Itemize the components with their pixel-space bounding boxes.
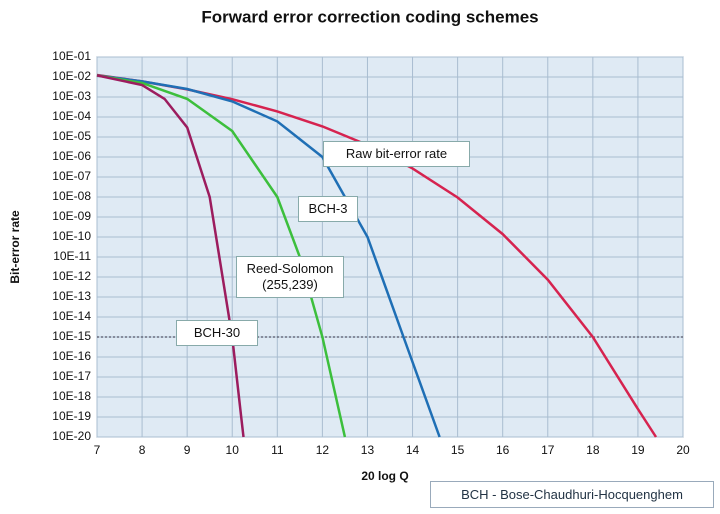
y-tick-label: 10E-05 [52,129,91,143]
series-label: BCH-30 [176,320,258,346]
y-tick-label: 10E-20 [52,429,91,443]
series-label: Raw bit-error rate [323,141,470,167]
x-tick-label: 7 [94,443,101,457]
series-line [96,74,245,438]
y-tick-label: 10E-13 [52,289,91,303]
y-tick-label: 10E-17 [52,369,91,383]
y-tick-label: 10E-15 [52,329,91,343]
x-tick-label: 18 [586,443,600,457]
x-tick-label: 12 [316,443,330,457]
x-tick-label: 11 [271,443,284,457]
x-tick-label: 8 [139,443,146,457]
x-tick-label: 17 [541,443,555,457]
y-tick-label: 10E-03 [52,89,91,103]
y-tick-label: 10E-12 [52,269,91,283]
footnote: BCH - Bose-Chaudhuri-Hocquenghem [430,481,714,508]
series-line [96,74,347,438]
y-tick-label: 10E-02 [52,69,91,83]
plot-area [96,56,684,438]
x-tick-label: 15 [451,443,465,457]
x-tick-label: 16 [496,443,510,457]
series-label: BCH-3 [298,196,358,222]
y-tick-label: 10E-11 [53,249,91,263]
y-tick-label: 10E-14 [52,309,91,323]
y-tick-label: 10E-16 [52,349,91,363]
y-tick-label: 10E-04 [52,109,91,123]
x-tick-label: 20 [676,443,690,457]
x-tick-label: 10 [226,443,240,457]
x-tick-label: 19 [631,443,645,457]
x-tick-label: 14 [406,443,420,457]
y-tick-label: 10E-18 [52,389,91,403]
y-tick-label: 10E-19 [52,409,91,423]
series-label: Reed-Solomon (255,239) [236,256,344,298]
x-axis-label: 20 log Q [361,469,408,483]
chart-title: Forward error correction coding schemes [201,7,538,26]
y-tick-label: 10E-07 [52,169,91,183]
y-tick-label: 10E-01 [52,49,91,63]
y-tick-label: 10E-10 [52,229,91,243]
series-line [96,74,441,438]
y-axis-label: Bit-error rate [8,210,22,284]
x-tick-label: 13 [361,443,375,457]
y-tick-label: 10E-08 [52,189,91,203]
x-tick-label: 9 [184,443,191,457]
y-tick-label: 10E-06 [52,149,91,163]
y-tick-label: 10E-09 [52,209,91,223]
